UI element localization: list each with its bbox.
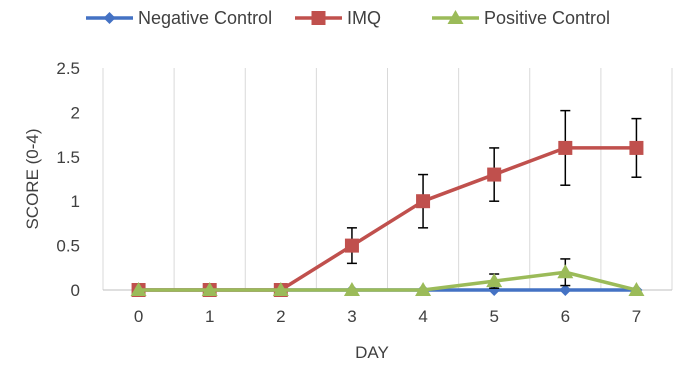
x-tick-label: 7	[632, 307, 641, 326]
legend-item: Positive Control	[432, 8, 610, 28]
legend-label: Positive Control	[484, 8, 610, 28]
legend-label: IMQ	[347, 8, 381, 28]
y-tick-label: 0	[71, 281, 80, 300]
x-tick-label: 5	[489, 307, 498, 326]
x-tick-label: 0	[134, 307, 143, 326]
legend-item: IMQ	[295, 8, 381, 28]
data-point	[345, 239, 359, 253]
x-tick-label: 3	[347, 307, 356, 326]
data-point	[487, 168, 501, 182]
y-axis-label: SCORE (0-4)	[23, 128, 42, 229]
data-point	[558, 141, 572, 155]
data-point	[629, 141, 643, 155]
y-tick-label: 1	[71, 192, 80, 211]
x-tick-label: 4	[418, 307, 427, 326]
x-axis-label: DAY	[355, 343, 389, 362]
x-tick-label: 2	[276, 307, 285, 326]
data-point	[416, 194, 430, 208]
y-tick-label: 1.5	[56, 148, 80, 167]
legend-label: Negative Control	[138, 8, 272, 28]
legend-marker	[104, 12, 116, 24]
y-tick-label: 2	[71, 103, 80, 122]
x-tick-label: 1	[205, 307, 214, 326]
y-tick-label: 0.5	[56, 237, 80, 256]
legend-marker	[312, 11, 326, 25]
x-tick-label: 6	[561, 307, 570, 326]
legend: Negative Control IMQ Positive Control	[86, 8, 610, 28]
y-tick-label: 2.5	[56, 59, 80, 78]
legend-item: Negative Control	[86, 8, 272, 28]
